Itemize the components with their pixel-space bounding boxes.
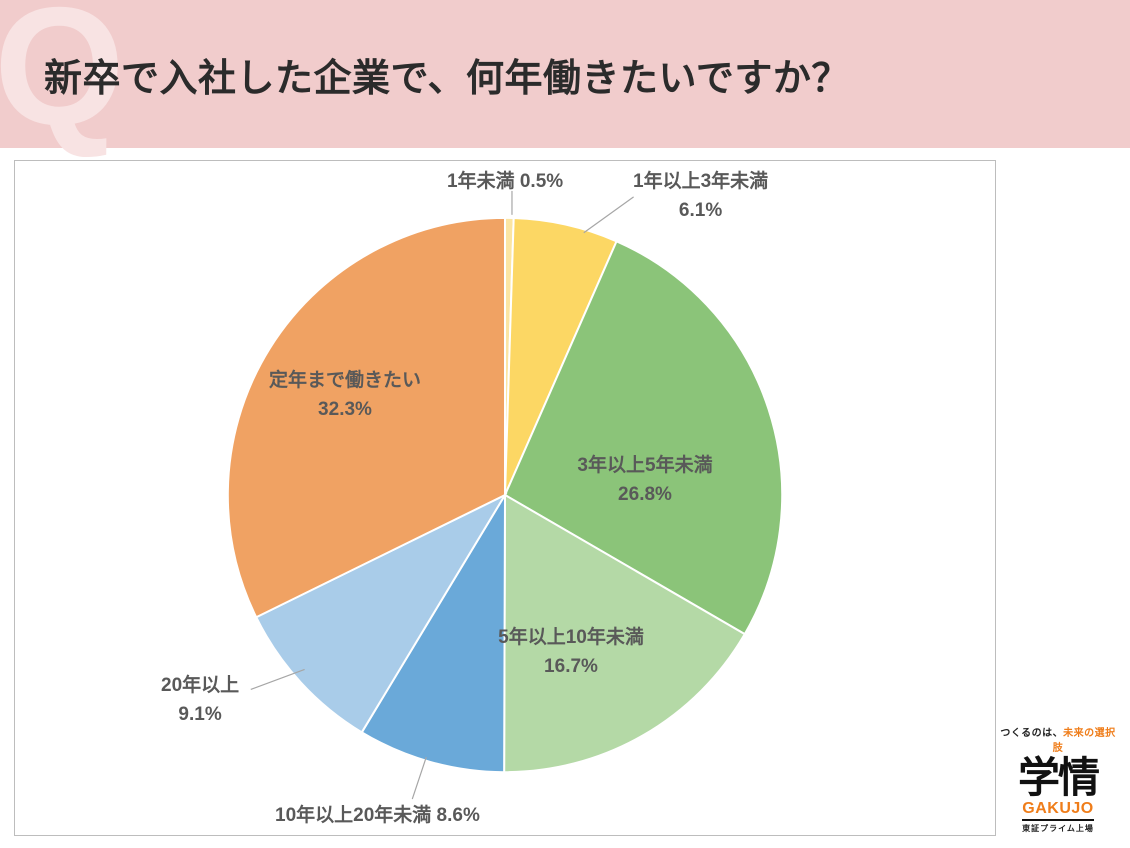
leader-line [412, 757, 426, 799]
logo-roman: GAKUJO [1022, 801, 1093, 821]
header-banner: Q 新卒で入社した企業で、何年働きたいですか？ [0, 0, 1130, 148]
pie-chart-svg [15, 161, 995, 835]
gakujo-logo: つくるのは、未来の選択肢 学情 GAKUJO 東証プライム上場 [998, 724, 1118, 834]
page-title: 新卒で入社した企業で、何年働きたいですか？ [44, 47, 850, 102]
logo-tagline-2: 東証プライム上場 [998, 823, 1118, 834]
logo-kanji: 学情 [998, 757, 1118, 799]
external-label: 1年以上3年未満6.1% [633, 167, 768, 226]
pie-chart-panel: 3年以上5年未満26.8% 5年以上10年未満16.7% 定年まで働きたい32.3%… [14, 160, 996, 836]
external-label: 10年以上20年未満 8.6% [275, 801, 480, 830]
external-label: 1年未満 0.5% [447, 167, 563, 196]
external-label: 20年以上9.1% [161, 671, 239, 730]
slice-label: 定年まで働きたい32.3% [269, 366, 421, 425]
leader-line [584, 197, 634, 233]
slice-label: 3年以上5年未満26.8% [577, 451, 712, 510]
logo-tagline-1: つくるのは、未来の選択肢 [998, 724, 1118, 754]
slice-label: 5年以上10年未満16.7% [498, 623, 644, 682]
